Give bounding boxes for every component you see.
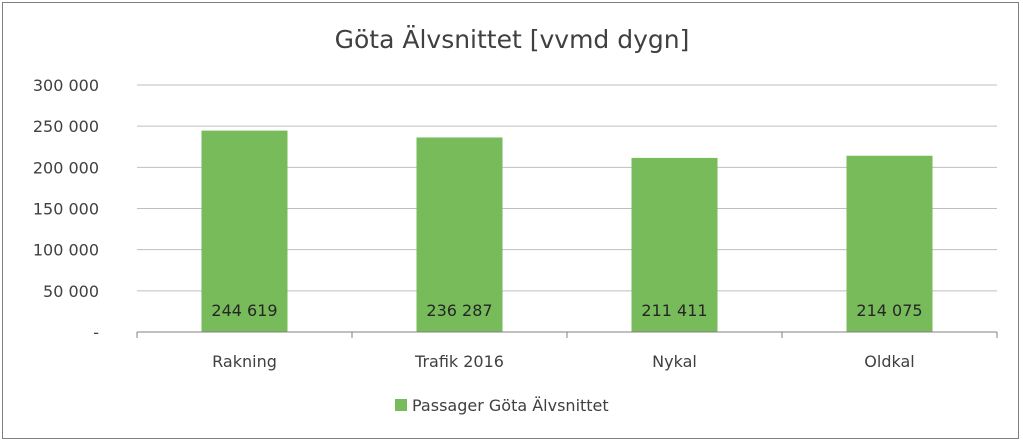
data-label: 236 287 [426,301,492,320]
y-tick-label: 300 000 [33,76,99,95]
x-tick-label: Trafik 2016 [414,352,504,371]
x-axis [136,331,998,338]
bar[interactable] [846,155,933,332]
legend[interactable]: Passager Göta Älvsnittet [395,396,609,415]
y-tick-label: 200 000 [33,158,99,177]
y-tick-label: 50 000 [43,282,99,301]
x-tick-label: Oldkal [864,352,914,371]
legend-label: Passager Göta Älvsnittet [412,396,609,415]
data-label: 244 619 [211,301,277,320]
chart-title: Göta Älvsnittet [vvmd dygn] [335,25,690,54]
x-tick-label: Rakning [212,352,277,371]
y-axis-ticks: - 50 000 100 000 150 000 200 000 250 000 300 0… [33,76,99,342]
data-label: 211 411 [641,301,707,320]
y-tick-label: 100 000 [33,241,99,260]
x-axis-ticks: Rakning Trafik 2016 Nykal Oldkal [212,352,915,371]
bar[interactable] [201,130,288,332]
x-tick-label: Nykal [652,352,697,371]
y-tick-label: 250 000 [33,117,99,136]
bar[interactable] [416,137,503,332]
data-labels: 244 619 236 287 211 411 214 075 [211,301,922,320]
legend-swatch [395,399,407,411]
y-tick-label: 150 000 [33,200,99,219]
data-label: 214 075 [856,301,922,320]
bars [201,130,933,332]
y-tick-label: - [93,323,99,342]
bar[interactable] [631,157,718,332]
